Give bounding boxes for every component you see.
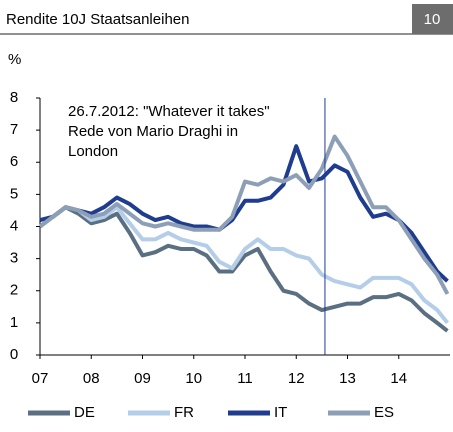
x-tick-label: 14 (390, 370, 407, 387)
annotation: London (68, 143, 118, 160)
y-tick-label: 0 (10, 346, 18, 363)
series-line (39, 144, 449, 283)
y-tick-label: 1 (10, 314, 18, 331)
badge: 10 (424, 11, 441, 28)
y-tick-label: 6 (10, 153, 18, 170)
badge-box (412, 4, 453, 34)
y-tick-label: 8 (10, 89, 18, 106)
y-axis-label: % (8, 51, 21, 68)
x-tick-label: 12 (288, 370, 305, 387)
legend-label: DE (74, 404, 95, 421)
series-line (38, 205, 450, 325)
y-tick-label: 2 (10, 282, 18, 299)
series-line (38, 205, 449, 333)
chart-title: Rendite 10J Staatsanleihen (6, 11, 189, 28)
annotation: Rede von Mario Draghi in (68, 123, 238, 140)
series-line (38, 134, 450, 295)
x-tick-label: 08 (83, 370, 100, 387)
x-tick-label: 10 (185, 370, 202, 387)
legend-label: IT (274, 404, 287, 421)
y-tick-label: 7 (10, 121, 18, 138)
y-tick-label: 3 (10, 250, 18, 267)
legend-label: ES (374, 404, 394, 421)
x-tick-label: 13 (339, 370, 356, 387)
legend-label: FR (174, 404, 194, 421)
y-tick-label: 5 (10, 185, 18, 202)
y-tick-label: 4 (10, 217, 18, 234)
x-tick-label: 11 (237, 370, 253, 387)
x-tick-label: 09 (134, 370, 151, 387)
annotation: 26.7.2012: "Whatever it takes" (68, 103, 270, 120)
x-tick-label: 07 (32, 370, 49, 387)
